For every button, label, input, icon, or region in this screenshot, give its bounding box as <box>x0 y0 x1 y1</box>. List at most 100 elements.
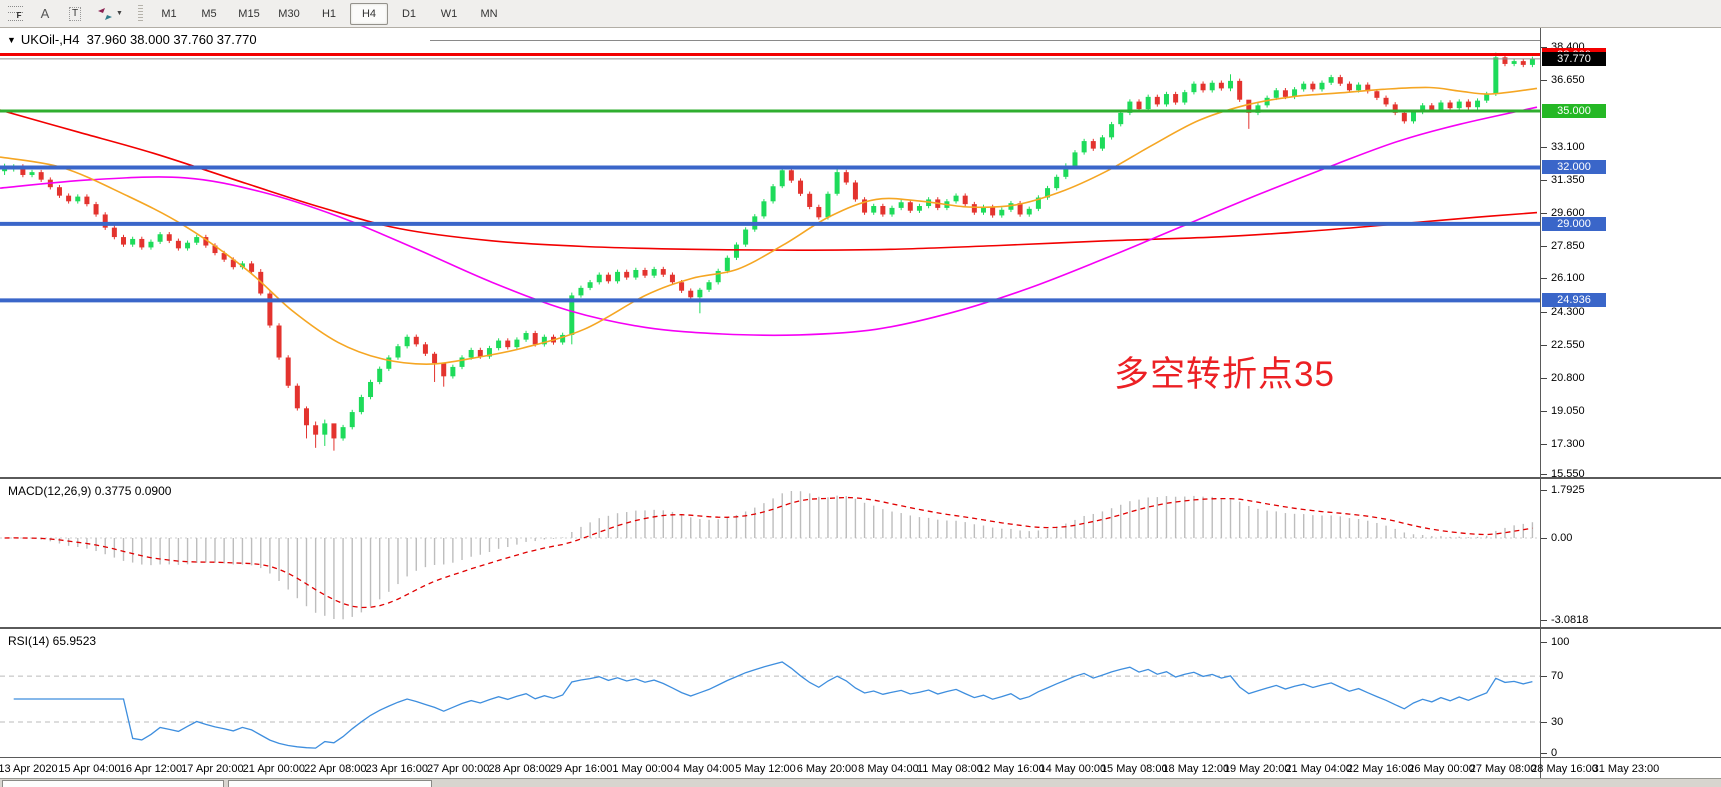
text-icon: A <box>40 6 50 21</box>
candle-body <box>587 282 593 288</box>
bottom-tab[interactable] <box>2 780 224 787</box>
candle-body <box>276 325 282 358</box>
timeframe-button-h4[interactable]: H4 <box>350 2 388 25</box>
scale-tick-mark <box>1541 378 1547 380</box>
timeframe-button-w1[interactable]: W1 <box>440 7 458 20</box>
date-label: 16 Apr 12:00 <box>119 763 183 775</box>
candle-body <box>1319 82 1325 90</box>
candle-body <box>1145 96 1151 110</box>
price-tick-33.100: 33.100 <box>1551 140 1585 153</box>
candle-body <box>743 229 749 245</box>
macd-signal-line <box>4 496 1533 609</box>
time-axis-separator <box>0 757 1721 758</box>
candle-body <box>349 412 355 428</box>
candle-body <box>990 206 996 216</box>
candle-body <box>962 195 968 205</box>
candle-body <box>340 427 346 439</box>
timeframe-button-m15[interactable]: M15 <box>238 7 260 20</box>
candle-body <box>541 336 547 345</box>
bottom-tab-strip <box>0 778 1721 787</box>
timeframe-button-d1[interactable]: D1 <box>401 7 417 20</box>
date-label: 8 May 04:00 <box>858 763 919 775</box>
rsi-scale-30: 30 <box>1551 716 1564 729</box>
candle-body <box>267 293 273 326</box>
candle-body <box>560 334 566 343</box>
price-tick-24.300: 24.300 <box>1551 306 1585 319</box>
arrows-tool-button[interactable]: ▼ <box>92 2 128 25</box>
toolbar-grip[interactable] <box>138 4 143 23</box>
chart-window[interactable]: ▼ UKOil-,H4 37.960 38.000 37.760 37.770 M… <box>0 28 1721 787</box>
price-badge-35.000: 35.000 <box>1542 103 1606 118</box>
candle-body <box>1328 77 1334 83</box>
scale-tick-mark <box>1541 278 1547 280</box>
scale-tick-mark <box>1541 490 1547 492</box>
scale-tick-mark <box>1541 79 1547 81</box>
candle-body <box>916 206 922 211</box>
date-label: 5 May 12:00 <box>735 763 796 775</box>
candle-body <box>1301 83 1307 90</box>
date-label: 22 Apr 08:00 <box>304 763 367 775</box>
timeframe-button-m1[interactable]: M1 <box>161 7 177 20</box>
price-tick-22.550: 22.550 <box>1551 339 1585 352</box>
candle-body <box>1163 94 1169 105</box>
rsi-scale-0: 0 <box>1551 747 1558 759</box>
candle-body <box>166 234 172 241</box>
candle-body <box>1099 137 1105 149</box>
scale-tick-mark <box>1541 676 1547 678</box>
candle-body <box>1136 101 1142 110</box>
date-label: 29 Apr 16:00 <box>549 763 613 775</box>
price-badge-24.936: 24.936 <box>1542 293 1606 308</box>
candle-body <box>212 245 218 254</box>
date-label: 6 May 20:00 <box>796 763 858 775</box>
timeframe-button-mn[interactable]: MN <box>480 7 498 20</box>
scale-tick-mark <box>1541 212 1547 214</box>
candle-body <box>1063 165 1069 177</box>
candle-body <box>898 202 904 208</box>
text-tool-button[interactable]: A <box>32 2 58 25</box>
timeframe-button-m30[interactable]: M30 <box>278 7 300 20</box>
candle-body <box>971 204 977 213</box>
candle-body <box>422 344 428 354</box>
price-tick-29.600: 29.600 <box>1551 206 1585 219</box>
candle-body <box>605 274 611 282</box>
candle-body <box>596 274 602 283</box>
candle-body <box>358 397 364 413</box>
candle-body <box>139 238 145 248</box>
candle-body <box>1392 104 1398 113</box>
timeframe-button-h1[interactable]: H1 <box>321 7 337 20</box>
date-label: 27 May 08:00 <box>1469 763 1537 775</box>
candle-body <box>194 237 200 243</box>
candle-body <box>1410 111 1416 122</box>
timeframe-button-m5[interactable]: M5 <box>201 7 217 20</box>
annotation-text[interactable]: 多空转折点35 <box>1114 355 1335 394</box>
candle-body <box>706 282 712 290</box>
candle-body <box>1072 152 1078 166</box>
date-label: 11 May 08:00 <box>916 763 983 775</box>
candle-body <box>1054 176 1060 189</box>
candle-body <box>578 287 584 296</box>
fibonacci-tool-button[interactable]: F <box>2 2 28 25</box>
candle-body <box>1475 100 1481 108</box>
candle-body <box>1420 105 1426 112</box>
panel-separator-rsi[interactable] <box>0 627 1721 629</box>
candle-body <box>386 357 392 369</box>
text-label-tool-button[interactable]: T <box>62 2 88 25</box>
candle-body <box>697 289 703 298</box>
scale-tick-mark <box>1541 474 1547 475</box>
candle-body <box>1118 112 1124 125</box>
date-label: 4 May 04:00 <box>673 763 735 775</box>
chart-title: ▼ UKOil-,H4 37.960 38.000 37.760 37.770 <box>7 32 257 47</box>
candle-body <box>1502 57 1508 64</box>
rsi-line <box>13 661 1533 749</box>
candle-body <box>1200 83 1206 91</box>
bottom-tab[interactable] <box>228 780 432 787</box>
scale-tick-mark <box>1541 538 1547 539</box>
candle-body <box>615 271 621 282</box>
panel-separator-macd[interactable] <box>0 477 1721 479</box>
candle-body <box>523 333 529 340</box>
candle-body <box>285 357 291 386</box>
symbol-dropdown-icon[interactable]: ▼ <box>7 35 16 45</box>
candle-body <box>38 172 44 180</box>
